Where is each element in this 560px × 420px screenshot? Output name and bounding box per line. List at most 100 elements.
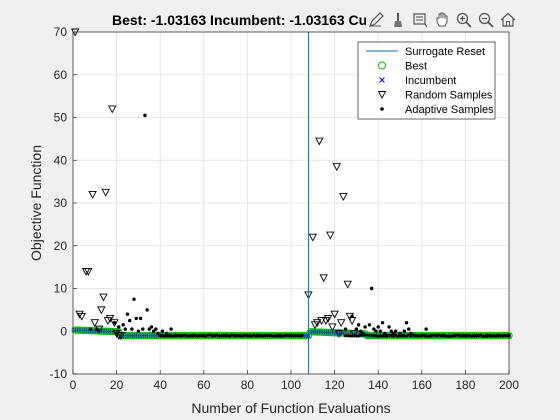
zoom-in-icon[interactable] bbox=[454, 10, 474, 30]
zoom-out-icon[interactable] bbox=[476, 10, 496, 30]
adaptive-sample-point bbox=[167, 334, 171, 338]
adaptive-sample-point bbox=[117, 325, 121, 329]
y-tick-label: 30 bbox=[54, 196, 68, 210]
x-tick-label: 80 bbox=[241, 378, 255, 392]
random-sample-point bbox=[101, 188, 110, 197]
adaptive-sample-point bbox=[285, 333, 289, 337]
adaptive-sample-point bbox=[365, 333, 369, 337]
adaptive-sample-point bbox=[272, 334, 276, 338]
adaptive-sample-point bbox=[361, 333, 365, 337]
random-sample-point bbox=[339, 193, 348, 202]
adaptive-sample-point bbox=[409, 331, 413, 336]
y-tick-label: 50 bbox=[54, 111, 68, 125]
adaptive-sample-point bbox=[472, 334, 476, 338]
random-sample-point bbox=[332, 163, 342, 172]
adaptive-sample-point bbox=[372, 333, 376, 337]
y-axis-label: Objective Function bbox=[28, 145, 44, 261]
random-sample-point bbox=[77, 312, 86, 321]
home-icon[interactable] bbox=[498, 10, 518, 30]
legend-marker-random-samples bbox=[377, 91, 387, 99]
random-sample-point bbox=[99, 293, 108, 302]
adaptive-sample-point bbox=[344, 334, 347, 338]
adaptive-sample-point bbox=[481, 334, 485, 338]
adaptive-sample-point bbox=[350, 314, 354, 318]
adaptive-sample-point bbox=[374, 329, 378, 333]
random-sample-point bbox=[336, 319, 346, 328]
data-points bbox=[70, 28, 513, 374]
random-sample-point bbox=[90, 319, 100, 328]
random-sample-point bbox=[75, 310, 84, 319]
adaptive-sample-point bbox=[431, 333, 435, 337]
random-sample-point bbox=[330, 310, 339, 319]
adaptive-sample-point bbox=[372, 327, 376, 331]
adaptive-sample-point bbox=[398, 331, 402, 336]
adaptive-sample-point bbox=[202, 334, 206, 338]
adaptive-sample-point bbox=[145, 308, 149, 312]
adaptive-sample-point bbox=[147, 327, 151, 331]
adaptive-sample-point bbox=[245, 334, 249, 338]
adaptive-sample-point bbox=[389, 329, 393, 333]
adaptive-sample-point bbox=[387, 333, 391, 337]
random-sample-point bbox=[116, 332, 126, 340]
adaptive-sample-point bbox=[455, 333, 459, 337]
adaptive-sample-point bbox=[383, 331, 387, 336]
legend[interactable]: Surrogate Reset Best Incumbent Random Sampl… bbox=[357, 41, 496, 120]
data-tips-icon[interactable] bbox=[410, 10, 430, 30]
y-tick-label: -10 bbox=[50, 367, 68, 381]
adaptive-sample-point bbox=[433, 333, 437, 337]
x-tick-label: 140 bbox=[368, 378, 388, 392]
legend-label: Random Samples bbox=[405, 90, 493, 102]
adaptive-sample-point bbox=[381, 334, 385, 338]
adaptive-sample-point bbox=[346, 334, 350, 338]
adaptive-sample-point bbox=[483, 334, 487, 338]
adaptive-sample-point bbox=[226, 334, 230, 338]
pan-icon[interactable] bbox=[432, 10, 452, 30]
adaptive-sample-point bbox=[369, 286, 374, 291]
adaptive-sample-point bbox=[420, 333, 424, 337]
x-tick-label: 200 bbox=[499, 378, 519, 392]
adaptive-sample-point bbox=[182, 333, 186, 337]
adaptive-sample-point bbox=[149, 325, 154, 329]
adaptive-sample-point bbox=[291, 334, 295, 338]
adaptive-sample-point bbox=[367, 323, 372, 327]
adaptive-sample-point bbox=[158, 334, 162, 338]
x-axis-label: Number of Function Evaluations bbox=[191, 400, 390, 416]
random-sample-point bbox=[107, 105, 117, 114]
adaptive-sample-point bbox=[95, 327, 99, 331]
y-tick-label: 60 bbox=[54, 68, 68, 82]
adaptive-sample-point bbox=[132, 297, 136, 301]
paint-brush-icon[interactable] bbox=[388, 10, 408, 30]
x-tick-label: 100 bbox=[281, 378, 301, 392]
legend-marker-adaptive-samples bbox=[380, 107, 384, 111]
adaptive-sample-point bbox=[354, 334, 358, 338]
adaptive-sample-point bbox=[474, 334, 478, 338]
adaptive-sample-point bbox=[466, 334, 470, 338]
adaptive-sample-point bbox=[363, 333, 367, 337]
adaptive-sample-point bbox=[278, 334, 282, 338]
adaptive-sample-point bbox=[398, 334, 402, 338]
adaptive-sample-point bbox=[239, 334, 243, 338]
adaptive-sample-point bbox=[348, 334, 352, 338]
adaptive-sample-point bbox=[393, 329, 398, 333]
adaptive-sample-point bbox=[112, 321, 117, 325]
adaptive-sample-point bbox=[163, 334, 167, 338]
adaptive-sample-point bbox=[378, 334, 382, 338]
random-sample-point bbox=[334, 329, 344, 338]
adaptive-sample-point bbox=[448, 334, 452, 338]
random-sample-point bbox=[319, 274, 328, 283]
adaptive-sample-point bbox=[138, 316, 143, 321]
legend-label: Surrogate Reset bbox=[405, 46, 485, 58]
adaptive-sample-point bbox=[363, 325, 367, 329]
adaptive-sample-point bbox=[413, 334, 417, 338]
y-tick-label: 20 bbox=[54, 239, 68, 253]
adaptive-sample-point bbox=[178, 334, 182, 338]
adaptive-sample-point bbox=[387, 325, 391, 329]
random-sample-point bbox=[97, 306, 106, 315]
adaptive-sample-point bbox=[391, 331, 396, 336]
edit-icon[interactable] bbox=[366, 10, 386, 30]
x-tick-label: 40 bbox=[154, 378, 168, 392]
adaptive-sample-point bbox=[130, 327, 134, 331]
adaptive-sample-point bbox=[176, 334, 180, 338]
adaptive-sample-point bbox=[343, 327, 348, 331]
adaptive-sample-point bbox=[217, 334, 221, 338]
